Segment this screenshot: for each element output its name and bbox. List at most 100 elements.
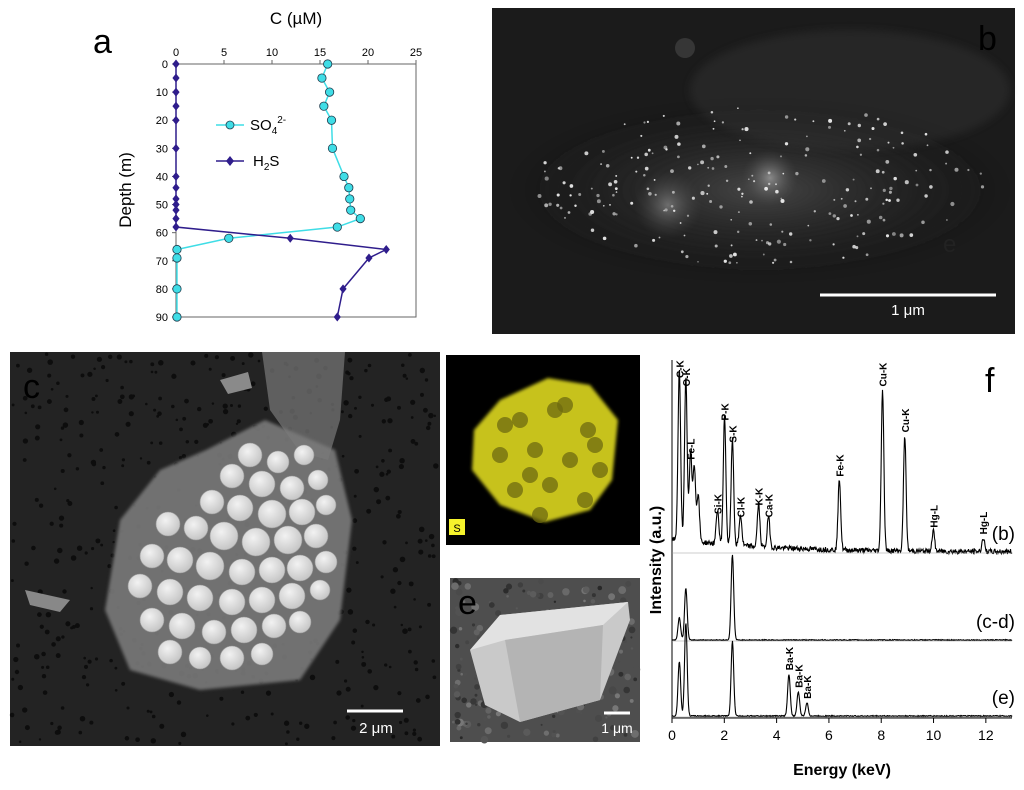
nanoparticle bbox=[737, 187, 741, 191]
pore bbox=[41, 665, 45, 669]
pore bbox=[153, 408, 157, 412]
pore bbox=[379, 471, 385, 477]
nanoparticle bbox=[647, 148, 651, 152]
pore bbox=[230, 355, 236, 361]
nanoparticle bbox=[888, 199, 891, 202]
sulfur-globule bbox=[261, 613, 287, 639]
pore bbox=[34, 497, 39, 502]
nanoparticle bbox=[730, 244, 733, 247]
substrate-grain bbox=[535, 593, 541, 598]
nanoparticle bbox=[683, 234, 686, 237]
nanoparticle bbox=[643, 174, 646, 177]
pore bbox=[11, 539, 16, 543]
sulfur-globule bbox=[228, 558, 256, 586]
nanoparticle bbox=[544, 203, 549, 208]
pore bbox=[109, 658, 113, 663]
pore bbox=[61, 635, 65, 639]
sulfur-globule bbox=[258, 556, 286, 584]
nanoparticle bbox=[769, 223, 773, 226]
pore bbox=[431, 659, 436, 663]
pore bbox=[427, 602, 432, 607]
pore bbox=[50, 721, 54, 726]
pore bbox=[348, 413, 353, 419]
pore bbox=[336, 690, 342, 696]
pore bbox=[87, 371, 93, 377]
nanoparticle bbox=[865, 253, 869, 257]
pore bbox=[139, 457, 143, 460]
legend-so4-label: SO42- bbox=[250, 115, 286, 137]
substrate-grain bbox=[591, 593, 596, 598]
nanoparticle bbox=[713, 230, 718, 235]
nanoparticle bbox=[901, 142, 904, 145]
nanoparticle bbox=[885, 160, 890, 164]
substrate-grain bbox=[466, 702, 472, 708]
nanoparticle bbox=[856, 145, 859, 149]
pore bbox=[181, 454, 187, 459]
pore bbox=[11, 677, 15, 681]
data-point-h2s bbox=[172, 73, 180, 83]
substrate-grain bbox=[617, 660, 621, 664]
element-tag-label: S bbox=[453, 523, 460, 535]
pore bbox=[341, 454, 345, 458]
pore bbox=[361, 650, 364, 654]
nanoparticle bbox=[686, 214, 690, 217]
pore bbox=[179, 427, 183, 432]
pore bbox=[124, 736, 130, 741]
pore bbox=[159, 723, 165, 729]
substrate-grain bbox=[515, 607, 518, 610]
substrate-grain bbox=[630, 636, 633, 639]
nanoparticle bbox=[710, 156, 714, 161]
pore bbox=[45, 611, 52, 618]
nanoparticle bbox=[729, 254, 733, 258]
sulfur-globule bbox=[156, 578, 184, 606]
pore bbox=[126, 706, 130, 710]
pore bbox=[253, 712, 258, 717]
pore bbox=[57, 725, 62, 731]
panel-b-scale-label: 1 μm bbox=[891, 302, 925, 319]
nanoparticle bbox=[662, 114, 665, 117]
nanoparticle bbox=[749, 200, 753, 204]
substrate-grain bbox=[485, 707, 492, 714]
nanoparticle bbox=[767, 171, 771, 175]
pore bbox=[156, 414, 160, 418]
pore bbox=[80, 373, 85, 378]
pore bbox=[352, 718, 356, 723]
pore bbox=[91, 411, 94, 414]
nanoparticle bbox=[850, 214, 853, 217]
data-point-h2s bbox=[286, 233, 294, 243]
nanoparticle bbox=[646, 187, 650, 191]
substrate-grain bbox=[458, 626, 463, 631]
nanoparticle bbox=[805, 135, 808, 138]
substrate-grain bbox=[487, 715, 491, 719]
substrate-grain bbox=[612, 705, 619, 712]
pore bbox=[384, 663, 388, 667]
pore bbox=[366, 508, 372, 514]
sulfur-globule bbox=[139, 607, 165, 633]
spectrum-line-1 bbox=[671, 554, 1013, 642]
sulfur-globule bbox=[288, 498, 316, 526]
peak-label: C-K bbox=[675, 359, 686, 378]
data-point-so4 bbox=[172, 244, 182, 255]
nanoparticle bbox=[608, 182, 613, 187]
pore bbox=[241, 362, 245, 366]
pore bbox=[22, 707, 28, 713]
nanoparticle bbox=[856, 235, 859, 238]
nanoparticle bbox=[789, 260, 793, 264]
pore bbox=[58, 515, 65, 521]
sulfur-map-hole bbox=[587, 437, 603, 453]
pore bbox=[114, 688, 118, 692]
pore bbox=[96, 356, 103, 362]
pore bbox=[399, 720, 403, 725]
pore bbox=[408, 353, 412, 357]
data-point-so4 bbox=[355, 214, 365, 224]
pore bbox=[53, 487, 57, 491]
pore bbox=[60, 426, 65, 430]
substrate-grain bbox=[529, 590, 537, 598]
pore bbox=[51, 642, 56, 647]
peak-label: Fe-K bbox=[835, 454, 846, 477]
x-tick-label: 2 bbox=[720, 727, 728, 743]
pore bbox=[67, 501, 73, 506]
x-tick-label: 0 bbox=[668, 727, 676, 743]
pore bbox=[387, 418, 393, 424]
peak-label: O-K bbox=[682, 367, 693, 386]
